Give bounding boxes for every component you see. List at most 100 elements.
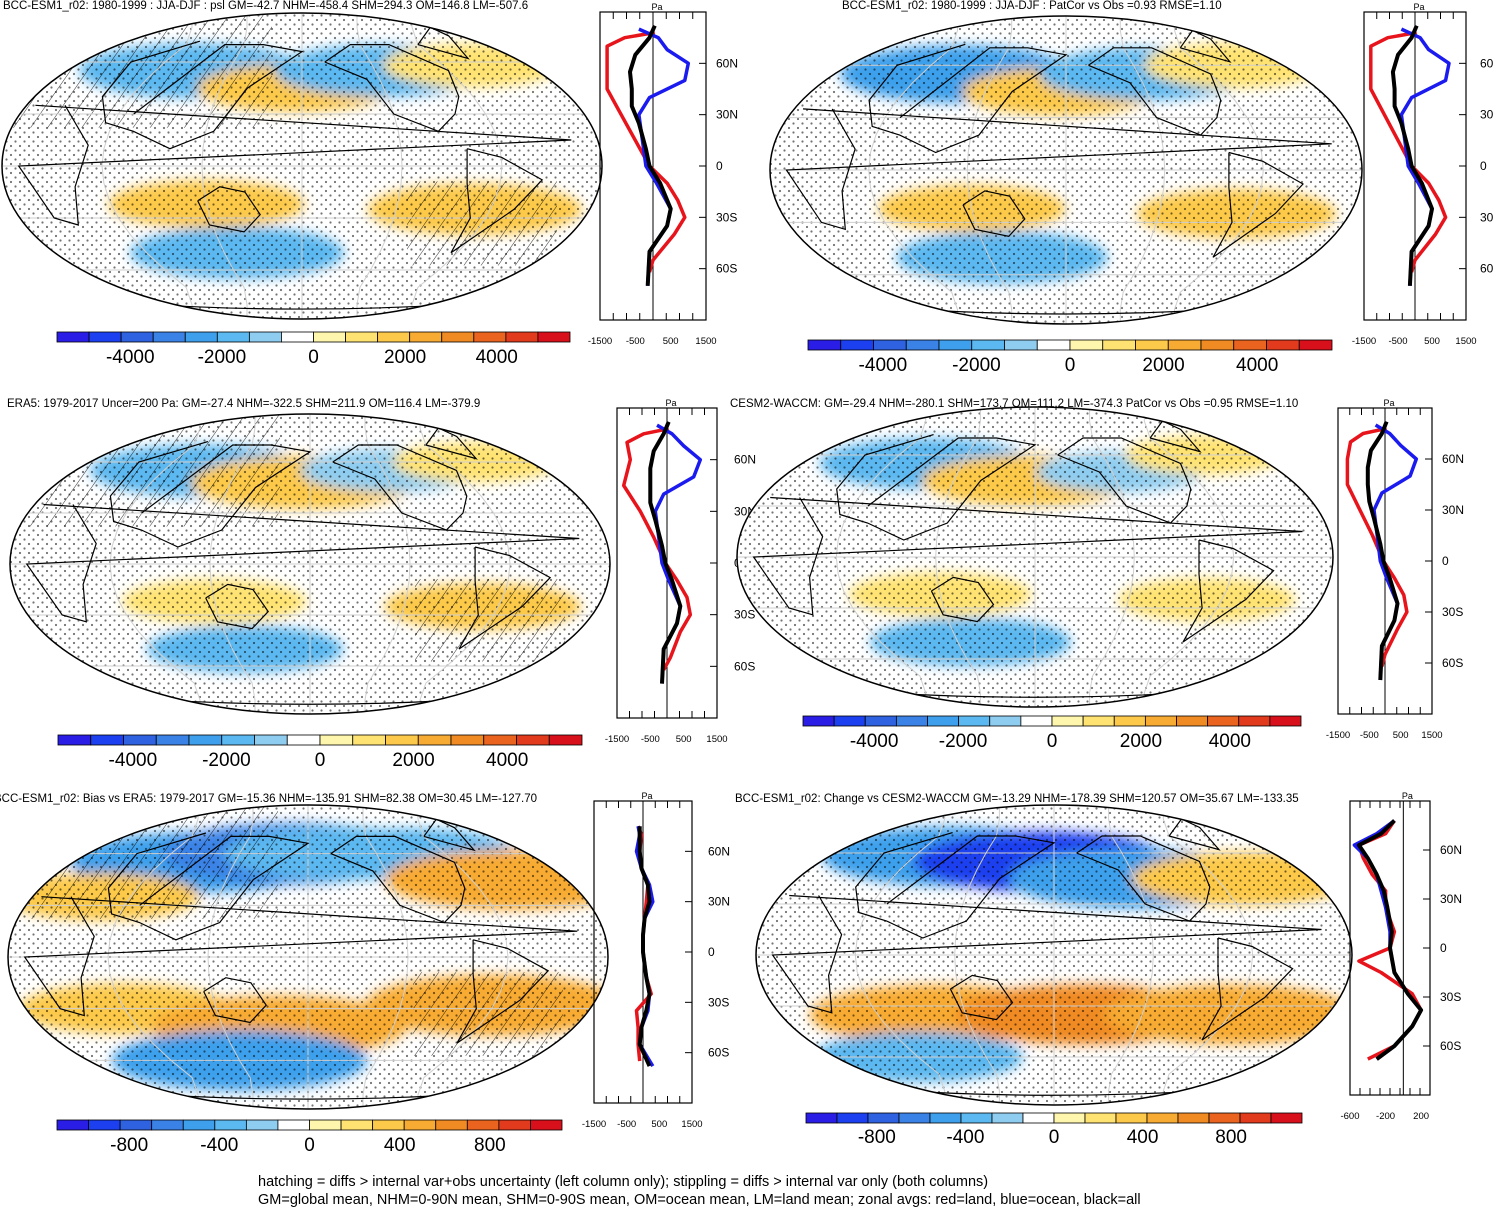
graticule-meridian	[207, 805, 254, 1109]
map-border	[736, 406, 1334, 708]
continent-outline	[107, 832, 310, 941]
colorbar-swatch	[895, 715, 928, 727]
colorbar-swatch	[1208, 1112, 1241, 1124]
colorbar-label: -4000	[859, 355, 908, 376]
colorbar-swatch	[1115, 1112, 1148, 1124]
panel-title: BCC-ESM1_r02: 1980-1999 : JJA-DJF : PatC…	[842, 0, 1222, 12]
zonal-x-label: 500	[663, 336, 679, 347]
colorbar-swatch	[898, 1112, 931, 1124]
colorbar: -800 -400 0 400 800	[805, 1112, 1303, 1148]
zonal-unit-label: Pa	[1413, 2, 1424, 12]
colorbar-swatch	[403, 1119, 437, 1131]
map-field	[770, 16, 1362, 324]
colorbar-swatch	[1135, 339, 1169, 351]
colorbar-swatch	[450, 734, 485, 746]
zonal-lat-label: 0	[708, 945, 715, 959]
graticule-meridian	[868, 16, 958, 324]
zonal-lat-label: 60	[1480, 262, 1494, 276]
zonal-line-all	[628, 24, 673, 286]
colorbar-swatch	[286, 734, 321, 746]
zonal-lat-label: 60N	[708, 844, 730, 858]
colorbar-swatch	[254, 734, 288, 746]
panel-title: BCC-ESM1_r02: Change vs CESM2-WACCM GM=-…	[735, 793, 1299, 805]
zonal-line-all	[1356, 819, 1424, 1061]
zonal-mean-plot: Pa 60N 30N 0 30S 60S -600 -200 200	[1340, 791, 1462, 1122]
continent-outline	[458, 546, 552, 650]
colorbar-swatch	[245, 1119, 279, 1131]
colorbar: -800 -400 0 400 800	[56, 1119, 563, 1156]
map-border	[9, 413, 611, 715]
zonal-x-label: -200	[1376, 1111, 1395, 1122]
colorbar-label: -800	[110, 1135, 148, 1156]
continent-outline	[836, 434, 1037, 541]
colorbar-swatch	[319, 734, 354, 746]
graticule-meridian	[107, 805, 199, 1109]
zonal-x-label: -1500	[588, 336, 612, 347]
colorbar-swatch	[188, 734, 223, 746]
colorbar-swatch	[483, 734, 517, 746]
colorbar-swatch	[1004, 339, 1038, 351]
zonal-x-label: -600	[1340, 1111, 1359, 1122]
colorbar-label: -2000	[202, 750, 251, 771]
colorbar-swatch	[802, 715, 835, 727]
zonal-x-label: 500	[676, 734, 692, 745]
colorbar-swatch	[1069, 339, 1104, 351]
colorbar-swatch	[1036, 339, 1071, 351]
colorbar-swatch	[352, 734, 386, 746]
map-field	[10, 414, 610, 714]
colorbar-label: 0	[308, 347, 319, 368]
colorbar-swatch	[873, 339, 907, 351]
zonal-lat-label: 30N	[1440, 892, 1462, 906]
continent-outline	[1088, 47, 1222, 136]
colorbar: -4000 -2000 0 2000 4000	[802, 715, 1302, 752]
map-border	[7, 804, 609, 1110]
panel-era5: ERA5: 1979-2017 Uncer=200 Pa: GM=-27.4 N…	[0, 398, 760, 778]
colorbar-swatch	[1022, 1112, 1055, 1124]
map-field	[756, 805, 1352, 1105]
continent-outline	[101, 40, 304, 150]
zonal-lat-label: 30S	[708, 995, 729, 1009]
continent-outline	[1179, 29, 1232, 63]
colorbar-label: 800	[474, 1135, 506, 1156]
map-plot	[9, 413, 611, 715]
graticule-meridian	[419, 414, 511, 714]
colorbar-swatch	[120, 331, 154, 343]
zonal-x-label: 200	[1413, 1111, 1429, 1122]
panel-title: BCC-ESM1_r02: 1980-1999 : JJA-DJF : psl …	[3, 0, 529, 12]
panel-bias: BCC-ESM1_r02: Bias vs ERA5: 1979-2017 GM…	[0, 791, 730, 1173]
colorbar-label: 4000	[476, 347, 518, 368]
zonal-x-label: 1500	[695, 336, 716, 347]
colorbar-swatch	[1270, 1112, 1303, 1124]
colorbar-swatch	[833, 715, 866, 727]
zonal-x-label: 1500	[1421, 730, 1442, 741]
colorbar-swatch	[1144, 715, 1177, 727]
colorbar-swatch	[1020, 715, 1053, 727]
zonal-x-label: 1500	[1455, 336, 1476, 347]
colorbar-swatch	[377, 331, 411, 343]
continent-outline	[1076, 835, 1211, 922]
zonal-x-label: -1500	[1352, 336, 1376, 347]
continent-outline	[203, 977, 267, 1024]
continent-outline	[868, 43, 1068, 154]
colorbar-label: -4000	[109, 750, 158, 771]
colorbar-swatch	[466, 1119, 500, 1131]
colorbar-swatch	[372, 1119, 405, 1131]
zonal-unit-label: Pa	[1402, 791, 1413, 801]
colorbar-swatch	[1200, 339, 1235, 351]
colorbar-swatch	[248, 331, 282, 343]
colorbar-swatch	[1176, 715, 1209, 727]
colorbar-swatch	[548, 734, 583, 746]
map-border	[1, 12, 603, 320]
continent-outline	[771, 894, 1322, 1014]
colorbar-label: 4000	[1236, 355, 1278, 376]
colorbar-swatch	[1266, 339, 1300, 351]
colorbar-swatch	[152, 331, 186, 343]
colorbar-swatch	[1239, 1112, 1272, 1124]
zonal-lat-label: 0	[716, 159, 723, 173]
colorbar: -4000 -2000 0 2000 4000	[57, 734, 583, 771]
colorbar-swatch	[151, 1119, 184, 1131]
continent-outline	[962, 190, 1026, 237]
zonal-unit-label: Pa	[665, 398, 676, 408]
graticule-meridian	[1162, 805, 1254, 1105]
graticule-meridian	[854, 805, 946, 1105]
